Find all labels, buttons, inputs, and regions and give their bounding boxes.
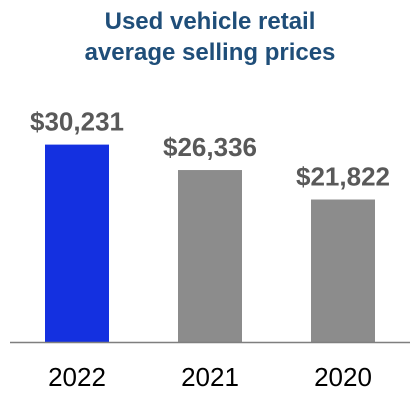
bars-group [45, 144, 375, 342]
chart-title-line-1: Used vehicle retail [104, 8, 316, 35]
bar-2020 [311, 199, 375, 342]
value-label-2020: $21,822 [296, 162, 390, 192]
value-label-2021: $26,336 [163, 132, 257, 162]
value-labels-group: $30,231 $26,336 $21,822 [30, 107, 390, 192]
bar-2022 [45, 144, 109, 342]
tick-label-2020: 2020 [314, 362, 372, 392]
chart-title-line-2: average selling prices [84, 39, 336, 66]
bar-2021 [178, 170, 242, 342]
tick-label-2021: 2021 [181, 362, 239, 392]
value-label-2022: $30,231 [30, 107, 124, 137]
chart-title: Used vehicle retail average selling pric… [0, 6, 420, 68]
tick-labels-group: 2022 2021 2020 [48, 362, 372, 392]
tick-label-2022: 2022 [48, 362, 106, 392]
